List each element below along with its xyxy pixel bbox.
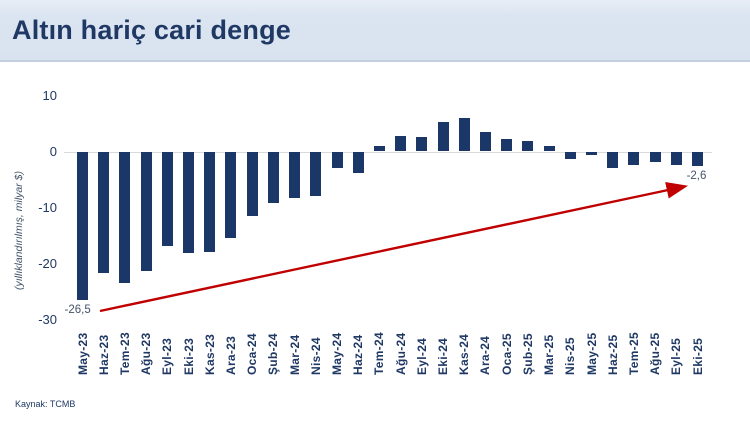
- bar-Ağu-23: [140, 151, 152, 272]
- x-label-Haz-25: Haz-25: [605, 334, 620, 375]
- x-label-Eki-24: Eki-24: [436, 337, 451, 375]
- title-bar: Altın hariç cari denge: [0, 0, 750, 62]
- x-label-Ağu-24: Ağu-24: [393, 332, 408, 375]
- y-tick-0: 0: [49, 143, 57, 159]
- bar-Tem-23: [119, 151, 131, 284]
- bar-Oca-24: [246, 151, 258, 217]
- x-label-Ara-24: Ara-24: [478, 335, 493, 375]
- x-label-Nis-25: Nis-25: [563, 337, 578, 375]
- x-label-May-24: May-24: [330, 332, 345, 376]
- y-tick--30: -30: [38, 311, 57, 327]
- y-tick--20: -20: [38, 255, 57, 271]
- bar-Ara-24: [479, 132, 491, 152]
- x-label-Eyl-25: Eyl-25: [669, 337, 684, 375]
- data-label-Eki-25: -2,6: [686, 170, 707, 183]
- x-label-Kas-24: Kas-24: [457, 333, 472, 375]
- x-label-Mar-24: Mar-24: [287, 334, 302, 375]
- page-title: Altın hariç cari denge: [12, 14, 291, 45]
- x-label-Oca-24: Oca-24: [245, 333, 260, 375]
- bar-Şub-25: [522, 141, 534, 152]
- bar-Eki-23: [183, 151, 195, 253]
- bar-Haz-23: [98, 151, 110, 274]
- bar-Tem-24: [373, 146, 385, 152]
- bar-Nis-25: [564, 151, 576, 159]
- x-label-Eki-23: Eki-23: [181, 337, 196, 375]
- chart-area: (yıllıklandırılmış, milyar $) 10 0 -10 -20 -…: [0, 62, 750, 402]
- x-label-Oca-25: Oca-25: [499, 333, 514, 375]
- x-label-Haz-24: Haz-24: [351, 334, 366, 375]
- bar-May-23: [77, 151, 88, 300]
- x-label-Haz-23: Haz-23: [96, 334, 111, 375]
- bar-Mar-24: [289, 151, 301, 198]
- bar-Nis-24: [310, 151, 322, 196]
- bar-Kas-24: [458, 118, 470, 152]
- x-label-May-23: May-23: [75, 332, 90, 376]
- x-label-Kas-23: Kas-23: [202, 333, 217, 375]
- bar-Kas-23: [204, 151, 216, 253]
- bar-Şub-24: [267, 151, 279, 204]
- x-label-Ağu-25: Ağu-25: [648, 332, 663, 375]
- bar-Eyl-25: [670, 151, 682, 165]
- x-label-Eki-25: Eki-25: [690, 337, 705, 375]
- bar-Oca-25: [501, 139, 513, 152]
- bar-Eyl-23: [161, 151, 173, 246]
- x-label-Mar-25: Mar-25: [542, 334, 557, 375]
- x-label-Tem-23: Tem-23: [117, 332, 132, 375]
- x-label-Tem-25: Tem-25: [626, 332, 641, 375]
- bar-Tem-25: [628, 151, 640, 165]
- x-label-Nis-24: Nis-24: [308, 337, 323, 375]
- bar-Haz-25: [607, 151, 619, 168]
- y-axis-title: (yıllıklandırılmış, milyar $): [13, 170, 25, 290]
- bar-Eyl-24: [416, 136, 428, 152]
- bar-Eki-24: [437, 122, 449, 152]
- x-label-May-25: May-25: [584, 332, 599, 376]
- data-label-May-23: -26,5: [64, 303, 91, 316]
- bar-May-25: [586, 151, 598, 156]
- bar-Mar-25: [543, 146, 555, 152]
- x-label-Şub-25: Şub-25: [520, 333, 535, 375]
- bar-Eki-25: [692, 151, 704, 167]
- x-label-Ara-23: Ara-23: [223, 335, 238, 375]
- zero-gridline: [64, 151, 712, 153]
- x-label-Eyl-24: Eyl-24: [414, 337, 429, 375]
- y-tick-10: 10: [42, 87, 57, 103]
- bar-May-24: [331, 151, 343, 168]
- y-tick--10: -10: [38, 199, 57, 215]
- source-note: Kaynak: TCMB: [15, 399, 76, 409]
- x-label-Eyl-23: Eyl-23: [160, 337, 175, 375]
- bar-Ağu-25: [649, 151, 661, 163]
- x-label-Tem-24: Tem-24: [372, 332, 387, 375]
- bar-Haz-24: [352, 151, 364, 174]
- x-label-Ağu-23: Ağu-23: [139, 332, 154, 375]
- bar-Ara-23: [225, 151, 237, 239]
- x-label-Şub-24: Şub-24: [266, 333, 281, 375]
- bar-Ağu-24: [395, 135, 407, 152]
